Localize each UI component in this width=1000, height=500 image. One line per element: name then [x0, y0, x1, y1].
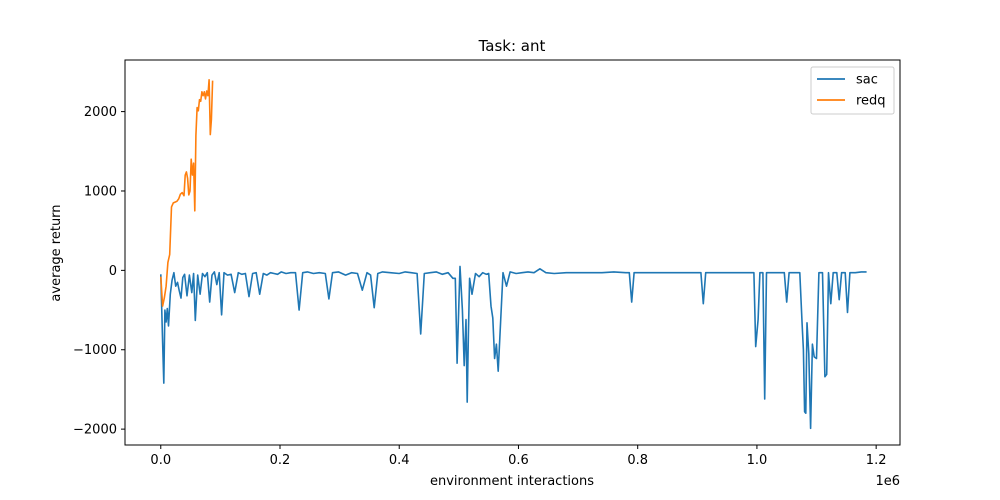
y-tick-label: 0 — [109, 264, 117, 279]
x-tick-label: 0.8 — [627, 453, 648, 468]
chart-title: Task: ant — [478, 37, 546, 55]
x-tick-label: 0.0 — [150, 453, 171, 468]
series-line-redq — [160, 79, 214, 307]
series-line-sac — [160, 265, 867, 430]
x-axis-offset-label: 1e6 — [875, 474, 900, 489]
x-tick-label: 1.0 — [747, 453, 768, 468]
x-axis-label: environment interactions — [430, 474, 594, 489]
x-tick-label: 0.2 — [270, 453, 291, 468]
y-tick-label: −2000 — [73, 423, 117, 438]
x-tick-label: 0.6 — [508, 453, 529, 468]
plot-series — [160, 79, 867, 430]
legend: sac redq — [810, 66, 895, 115]
plot-frame — [124, 59, 901, 446]
legend-label-redq: redq — [856, 94, 886, 109]
y-tick-label: 2000 — [84, 105, 117, 120]
legend-label-sac: sac — [856, 73, 878, 88]
y-axis-ticks: −2000 −1000 0 1000 2000 — [73, 105, 125, 438]
x-tick-label: 0.4 — [389, 453, 410, 468]
x-tick-label: 1.2 — [866, 453, 887, 468]
y-tick-label: −1000 — [73, 343, 117, 358]
x-axis-ticks: 0.0 0.2 0.4 0.6 0.8 1.0 1.2 — [150, 445, 886, 468]
y-axis-label: average return — [49, 204, 64, 301]
y-tick-label: 1000 — [84, 184, 117, 199]
